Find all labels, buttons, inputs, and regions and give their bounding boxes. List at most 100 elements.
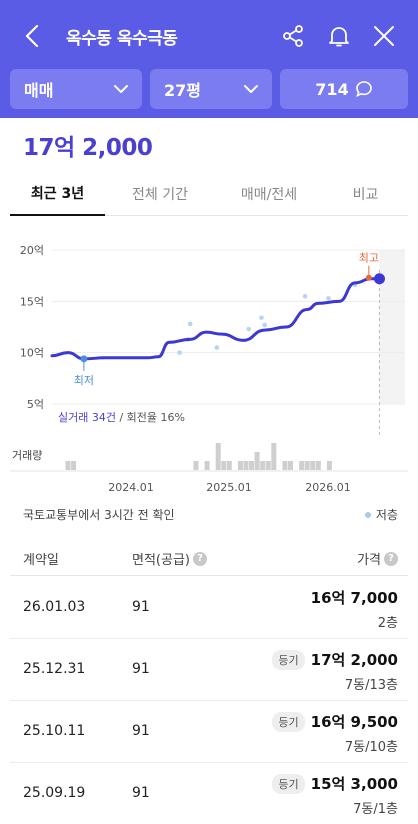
size-select[interactable]: 27평 [150,69,272,109]
row-price: 17억 2,000 [310,651,398,669]
header: 옥수동 옥수극동 매매 27평 714 [0,0,418,118]
row-date: 26.01.03 [23,599,86,615]
volume-bar [65,461,71,470]
header-price: 가격 ? [357,549,398,568]
tab-sale-rent[interactable]: 매매/전세 [240,187,298,203]
bell-icon[interactable] [325,22,353,50]
header-area-label: 면적(공급) [132,553,190,568]
tab-all-period[interactable]: 전체 기간 [132,187,188,203]
row-date: 25.10.11 [23,723,86,739]
x-tick-label: 2026.01 [305,481,351,494]
volume-bar [215,443,221,470]
table-row[interactable]: 26.01.03 91 16억 7,000 2층 [10,577,408,639]
future-area [379,250,405,404]
row-floor: 7동/13층 [344,678,398,693]
registered-badge: 등기 [272,711,305,732]
row-price-box: 16억 7,000 [311,587,398,608]
current-price: 17억 2,000 [23,135,153,161]
header-date: 계약일 [23,553,59,568]
page-title: 옥수동 옥수극동 [66,29,178,49]
volume-bar [315,461,321,470]
row-area: 91 [132,785,150,801]
data-source: 국토교통부에서 3시간 전 확인 [23,508,175,522]
row-price-box: 등기 17억 2,000 [272,649,398,670]
row-floor: 7동/1층 [353,802,398,817]
y-tick-label: 15억 [20,295,44,308]
table-row[interactable]: 25.12.31 91 등기 17억 2,000 7동/13층 [10,639,408,701]
size-label: 27평 [164,81,201,100]
max-label: 최고 [359,252,379,265]
volume-bar [221,461,227,470]
row-price: 15억 3,000 [310,775,398,793]
transaction-list: 26.01.03 91 16억 7,000 2층 25.12.31 91 등기 … [10,577,408,824]
transaction-point [262,322,267,328]
min-marker [80,355,88,363]
header-price-label: 가격 [357,553,381,568]
transaction-point [187,321,193,327]
volume-bar [326,461,332,470]
table-header: 계약일 면적(공급) ? 가격 ? [10,536,408,576]
transaction-point [246,326,252,332]
row-floor: 7동/10층 [344,740,398,755]
row-area: 91 [132,723,150,739]
latest-point [373,273,385,285]
row-price: 16억 9,500 [310,713,398,731]
chart-summary: 실거래 34건 / 회전율 16% [58,409,185,425]
row-price: 16억 7,000 [310,589,398,607]
help-icon[interactable]: ? [192,551,207,566]
volume-bar [249,461,255,470]
registered-badge: 등기 [272,649,305,670]
y-tick-label: 20억 [20,244,44,257]
low-floor-dot-icon [364,511,371,518]
volume-bar [265,461,271,470]
price-chart[interactable]: 20억 15억 10억 5억 최저 최고 2024.01 2025.01 2026.01 [0,230,418,500]
row-price-box: 등기 16억 9,500 [272,711,398,732]
table-row[interactable]: 25.10.11 91 등기 16억 9,500 7동/10층 [10,701,408,763]
row-date: 25.09.19 [23,785,86,801]
row-area: 91 [132,661,150,677]
back-icon[interactable] [18,22,46,50]
volume-label: 거래량 [12,449,43,462]
chevron-down-icon [244,85,258,93]
share-icon[interactable] [279,22,307,50]
top-bar: 옥수동 옥수극동 [0,14,418,58]
tab-recent-3-years[interactable]: 최근 3년 [10,172,105,216]
chart-legend: 저층 [364,506,398,523]
table-row[interactable]: 25.09.19 91 등기 15억 3,000 7동/1층 [10,763,408,824]
period-tabs: 최근 3년 전체 기간 매매/전세 비교 [10,172,408,216]
volume-bar [243,461,249,470]
volume-bar [299,461,305,470]
x-tick-label: 2025.01 [206,481,252,494]
x-tick-label: 2024.01 [108,481,154,494]
transaction-point [214,345,220,350]
transaction-point [326,295,331,301]
volume-bar [304,461,310,470]
volume-bar [271,443,277,470]
transaction-count: 실거래 34건 [58,411,116,424]
comment-count: 714 [315,79,349,99]
transaction-point [177,350,182,355]
volume-bar [282,461,288,470]
row-area: 91 [132,599,150,615]
volume-bar [310,461,316,470]
volume-bar [288,461,293,470]
trade-type-label: 매매 [24,81,54,100]
row-price-box: 등기 15억 3,000 [272,773,398,794]
help-icon[interactable]: ? [384,551,398,566]
volume-bar [204,461,210,470]
tab-compare[interactable]: 비교 [352,187,379,203]
comments-button[interactable]: 714 [280,69,408,109]
volume-bar [71,461,77,470]
row-floor: 2층 [377,616,398,631]
transaction-point [302,293,308,299]
price-line [50,277,381,361]
y-tick-label: 10억 [20,347,44,360]
legend-label: 저층 [375,508,398,522]
volume-bar [254,452,260,470]
trade-type-select[interactable]: 매매 [10,69,142,109]
volume-bar [260,461,266,470]
close-icon[interactable] [370,22,398,50]
volume-bar [237,461,243,470]
registered-badge: 등기 [272,773,305,794]
header-area: 면적(공급) ? [132,549,207,568]
